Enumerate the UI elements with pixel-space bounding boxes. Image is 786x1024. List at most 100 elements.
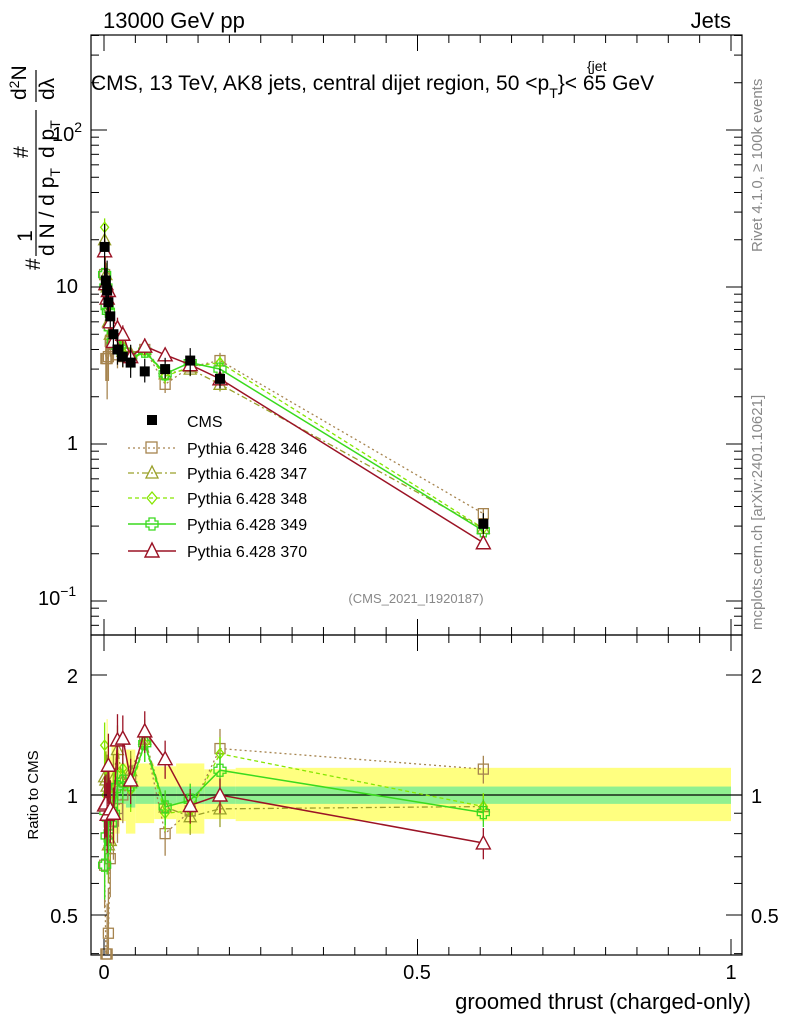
ratio-point — [213, 763, 227, 777]
main-tick-label-100: 102 — [52, 119, 82, 146]
ylabel-d3: d — [36, 88, 59, 100]
ylabel-dpt: d pT — [36, 120, 63, 158]
ratio-point — [116, 774, 130, 788]
ylabel-hash1: # — [22, 258, 45, 270]
ylabel-T1: T — [47, 168, 63, 177]
x-tick-label-05: 0.5 — [403, 962, 431, 984]
cms-point — [112, 344, 123, 355]
main-tick-01-exp: −1 — [60, 583, 76, 599]
main-ylabel: # 1 d N / d pT # d pT d2N dλ — [6, 65, 63, 270]
ratio-point — [100, 756, 117, 772]
legend-marker-347 — [144, 464, 160, 479]
plot-title: CMS, 13 TeV, AK8 jets, central dijet reg… — [91, 72, 654, 101]
analysis-id: (CMS_2021_I1920187) — [348, 591, 483, 606]
legend-label-cms: CMS — [187, 414, 223, 431]
ratio-tick-label-1: 1 — [67, 786, 78, 808]
series-point — [136, 337, 153, 353]
x-tick-labels: 0 0.5 1 — [98, 962, 736, 984]
main-tick-label-1: 1 — [67, 433, 78, 455]
legend-marker-349 — [145, 517, 159, 531]
header-left: 13000 GeV pp — [103, 8, 245, 33]
cms-point — [108, 329, 119, 340]
ylabel-d: d — [8, 88, 31, 100]
main-tick-label-10: 10 — [56, 276, 78, 298]
cms-point — [185, 355, 196, 366]
legend-label-346: Pythia 6.428 346 — [187, 441, 307, 458]
ylabel-N: N — [8, 65, 31, 80]
ratio-point — [114, 729, 131, 745]
ratio-point — [477, 763, 489, 775]
ratio-point — [156, 750, 174, 766]
cms-point — [103, 297, 114, 308]
legend-marker-346 — [145, 441, 158, 454]
ratio-tick-label-05: 0.5 — [50, 906, 78, 928]
ylabel-sq: 2 — [6, 80, 22, 88]
ratio-point — [105, 804, 122, 820]
cms-point — [100, 275, 111, 286]
ratio-point — [182, 797, 199, 813]
ylabel-d2n: d2N — [6, 65, 31, 100]
legend-label-370: Pythia 6.428 370 — [187, 544, 307, 561]
ylabel-dn-dpt: d N / d p — [36, 177, 59, 256]
ylabel-lambda: λ — [36, 77, 59, 88]
cms-point — [160, 364, 171, 375]
cms-point — [99, 241, 110, 252]
ratio-point — [122, 771, 139, 787]
axis-ticks — [91, 34, 742, 955]
legend-label-348: Pythia 6.428 348 — [187, 491, 307, 508]
main-tick-100-base: 10 — [52, 124, 74, 146]
ratio-point — [110, 779, 125, 794]
plot-title-main: CMS, 13 TeV, AK8 jets, central dijet reg… — [91, 72, 549, 95]
legend-label-349: Pythia 6.428 349 — [187, 517, 307, 534]
plot-title-end: }< 65 GeV — [558, 72, 654, 95]
main-tick-label-01: 10−1 — [38, 583, 76, 610]
ratio-tick-label-1-right: 1 — [751, 786, 762, 808]
cms-point — [102, 285, 113, 296]
ratio-marks — [96, 711, 492, 960]
cms-point — [139, 366, 150, 377]
legend-cms-marker — [147, 415, 157, 425]
ylabel-denominator: d N / d pT — [36, 168, 63, 256]
plot-title-sup: {jet — [587, 58, 607, 74]
xlabel: groomed thrust (charged-only) — [455, 989, 751, 1014]
series-point — [475, 534, 492, 550]
plot-title-sub: T — [549, 85, 558, 101]
legend: CMS Pythia 6.428 346 Pythia 6.428 347 Py… — [128, 414, 307, 561]
ratio-tick-label-2-right: 2 — [751, 666, 762, 688]
legend-label-347: Pythia 6.428 347 — [187, 466, 307, 483]
header-right: Jets — [691, 8, 731, 33]
ratio-tick-label-2: 2 — [67, 666, 78, 688]
ratio-ylabel: Ratio to CMS — [25, 750, 42, 839]
series-point — [114, 325, 131, 341]
ylabel-one: 1 — [14, 230, 37, 242]
ratio-point — [475, 834, 492, 850]
ylabel-T2: T — [47, 120, 63, 129]
ratio-point — [476, 805, 490, 820]
ratio-point — [99, 739, 110, 752]
ylabel-dpt-d: d p — [36, 129, 59, 158]
main-tick-100-exp: 2 — [74, 119, 82, 135]
x-tick-label-0: 0 — [98, 962, 109, 984]
ratio-point — [138, 737, 152, 751]
main-tick-01-base: 10 — [38, 588, 60, 610]
cms-point — [214, 373, 225, 384]
series-line-1 — [103, 239, 484, 529]
main-tick-labels: 102 10 1 10−1 — [38, 119, 82, 610]
ylabel-dlambda: dλ — [36, 77, 59, 100]
ratio-point — [101, 948, 113, 960]
ratio-point — [211, 786, 229, 802]
cms-point — [125, 357, 136, 368]
cms-point — [105, 311, 116, 322]
series-point — [160, 370, 170, 383]
legend-marker-348 — [146, 490, 158, 506]
ratio-tick-labels: 2 1 0.5 2 1 0.5 — [50, 666, 779, 928]
side-mcplots-text: mcplots.cern.ch [arXiv:2401.10621] — [749, 395, 766, 630]
ratio-point — [158, 800, 172, 814]
ratio-tick-label-05-right: 0.5 — [751, 906, 779, 928]
ratio-point — [212, 801, 228, 815]
side-rivet-text: Rivet 4.1.0, ≥ 100k events — [749, 79, 766, 252]
ratio-point — [136, 722, 153, 738]
ylabel-hash2: # — [10, 146, 33, 158]
cms-point — [117, 351, 128, 362]
